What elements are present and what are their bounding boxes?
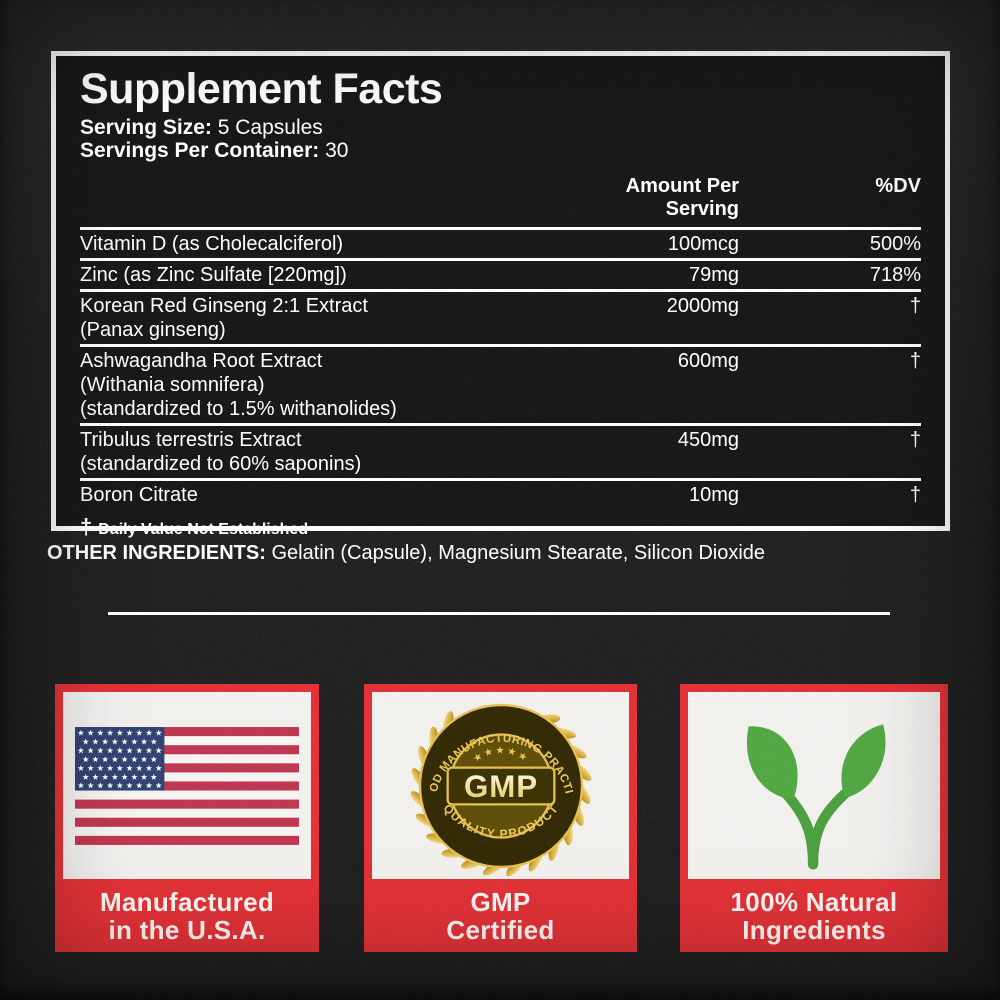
- nutrient-subname: (Panax ginseng): [80, 319, 226, 341]
- gmp-seal-icon: GOOD MANUFACTURING PRACTICE QUALITY PROD…: [408, 694, 593, 878]
- badge-caption: Manufactured in the U.S.A.: [63, 879, 311, 952]
- nutrient-amount: 450mg: [677, 429, 739, 451]
- nutrient-row-ginseng: Korean Red Ginseng 2:1 Extract (Panax gin…: [80, 289, 921, 344]
- supplement-facts-panel: Supplement Facts Serving Size: 5 Capsule…: [51, 51, 950, 538]
- section-divider: [108, 612, 890, 615]
- serving-size: Serving Size: 5 Capsules: [80, 116, 921, 139]
- badge-caption-line2: Ingredients: [742, 914, 886, 945]
- badge-made-in-usa: Manufactured in the U.S.A.: [55, 684, 319, 952]
- serving-size-label: Serving Size:: [80, 116, 212, 139]
- nutrient-dv: †: [909, 350, 921, 372]
- badge-caption-line1: 100% Natural: [730, 886, 898, 917]
- nutrient-row-boron: Boron Citrate 10mg †: [80, 478, 921, 509]
- footnote-text: Daily Value Not Established: [98, 521, 309, 538]
- nutrient-dv: 718%: [869, 264, 921, 286]
- nutrient-dv: 500%: [869, 233, 921, 255]
- other-ingredients-value: Gelatin (Capsule), Magnesium Stearate, S…: [265, 542, 766, 564]
- nutrient-dv: †: [909, 295, 921, 317]
- nutrient-name: Ashwagandha Root Extract: [80, 350, 323, 372]
- badge-gmp-certified: GOOD MANUFACTURING PRACTICE QUALITY PROD…: [364, 684, 637, 952]
- nutrient-dv: †: [909, 429, 921, 451]
- badge-caption-line1: Manufactured: [99, 886, 275, 917]
- badge-natural-ingredients: 100% Natural Ingredients: [680, 684, 948, 952]
- table-header: Amount Per Serving %DV: [80, 169, 921, 227]
- leaf-sprout-icon: [746, 723, 886, 870]
- usa-flag-icon: [75, 726, 299, 845]
- serving-size-value: 5 Capsules: [211, 116, 323, 139]
- other-ingredients-label: OTHER INGREDIENTS:: [47, 542, 266, 564]
- nutrient-row-tribulus: Tribulus terrestris Extract (standardized…: [80, 423, 921, 478]
- nutrient-subname: (standardized to 60% saponins): [80, 453, 362, 475]
- nutrient-name: Zinc (as Zinc Sulfate [220mg]): [80, 264, 347, 286]
- badge-caption-line2: in the U.S.A.: [108, 914, 266, 945]
- nutrient-subname: (Withania somnifera): [80, 374, 265, 396]
- nutrient-name: Boron Citrate: [80, 484, 198, 506]
- nutrient-amount: 100mcg: [667, 233, 739, 255]
- badge-caption-line2: Certified: [446, 914, 555, 945]
- nutrient-row-vitamin-d: Vitamin D (as Cholecalciferol) 100mcg 50…: [80, 227, 921, 258]
- nutrient-subname: (standardized to 1.5% withanolides): [80, 398, 397, 420]
- badge-caption-line1: GMP: [470, 886, 531, 917]
- nutrient-name: Vitamin D (as Cholecalciferol): [80, 233, 344, 255]
- dv-column-header: %DV: [875, 175, 921, 197]
- panel-title: Supplement Facts: [80, 65, 443, 113]
- nutrient-amount: 10mg: [688, 484, 739, 506]
- badge-caption: GMP Certified: [372, 879, 629, 952]
- dagger-icon: †: [80, 514, 93, 539]
- other-ingredients: OTHER INGREDIENTS: Gelatin (Capsule), Ma…: [47, 541, 957, 565]
- nutrient-row-ashwagandha: Ashwagandha Root Extract (Withania somnif…: [80, 344, 921, 423]
- nutrient-name: Tribulus terrestris Extract: [80, 429, 302, 451]
- amount-column-header: Amount Per Serving: [625, 175, 739, 220]
- nutrient-name: Korean Red Ginseng 2:1 Extract: [80, 295, 368, 317]
- nutrient-amount: 600mg: [677, 350, 739, 372]
- servings-label: Servings Per Container:: [80, 139, 320, 162]
- seal-center-text: GMP: [464, 769, 538, 804]
- nutrient-row-zinc: Zinc (as Zinc Sulfate [220mg]) 79mg 718%: [80, 258, 921, 289]
- badge-caption: 100% Natural Ingredients: [688, 879, 940, 952]
- nutrient-amount: 79mg: [688, 264, 739, 286]
- servings-per-container: Servings Per Container: 30: [80, 139, 921, 162]
- nutrient-dv: †: [909, 484, 921, 506]
- servings-value: 30: [319, 139, 349, 162]
- nutrient-amount: 2000mg: [666, 295, 739, 317]
